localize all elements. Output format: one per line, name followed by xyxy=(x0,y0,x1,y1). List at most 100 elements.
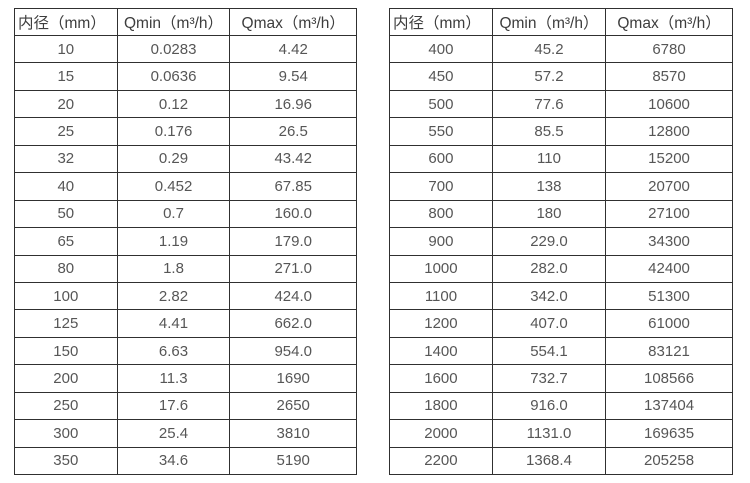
table-cell: 282.0 xyxy=(491,254,607,283)
table-cell: 0.0636 xyxy=(116,62,231,91)
table-cell: 16.96 xyxy=(229,89,357,119)
table-cell: 77.6 xyxy=(491,89,607,119)
table-row: 200 11.3 1690 xyxy=(14,364,357,393)
table-cell: 2650 xyxy=(229,391,357,421)
table-cell: 42400 xyxy=(605,254,733,283)
table-cell: 150 xyxy=(14,336,118,366)
table-cell: 1100 xyxy=(389,281,493,311)
table-cell: 600 xyxy=(389,144,493,174)
table-cell: 6780 xyxy=(605,34,733,64)
table-cell: 9.54 xyxy=(229,62,357,91)
table-cell: 700 xyxy=(389,172,493,201)
table-cell: 100 xyxy=(14,281,118,311)
table-cell: 954.0 xyxy=(229,336,357,366)
table-cell: 550 xyxy=(389,117,493,146)
table-cell: 20 xyxy=(14,89,118,119)
table-cell: 61000 xyxy=(605,309,733,338)
table-cell: 2.82 xyxy=(116,281,231,311)
table-cell: 200 xyxy=(14,364,118,393)
table-cell: 17.6 xyxy=(116,391,231,421)
header-inner-diameter: 内径（mm） xyxy=(14,8,118,36)
table-cell: 916.0 xyxy=(491,391,607,421)
table-cell: 34.6 xyxy=(116,446,231,476)
table-cell: 179.0 xyxy=(229,227,357,256)
table-cell: 300 xyxy=(14,419,118,448)
table-cell: 2200 xyxy=(389,446,493,476)
table-row: 600 110 15200 xyxy=(389,144,733,174)
table-row: 1600 732.7 108566 xyxy=(389,364,733,393)
table-cell: 205258 xyxy=(605,446,733,476)
table-cell: 43.42 xyxy=(229,144,357,174)
table-cell: 15200 xyxy=(605,144,733,174)
table-cell: 350 xyxy=(14,446,118,476)
flow-table-small-diameters: 内径（mm） Qmin（m³/h） Qmax（m³/h） 10 0.0283 4.4… xyxy=(14,8,357,476)
table-row: 1200 407.0 61000 xyxy=(389,309,733,338)
table-row: 25 0.176 26.5 xyxy=(14,117,357,146)
table-cell: 25 xyxy=(14,117,118,146)
table-cell: 6.63 xyxy=(116,336,231,366)
table-cell: 34300 xyxy=(605,227,733,256)
table-row: 80 1.8 271.0 xyxy=(14,254,357,283)
table-cell: 0.452 xyxy=(116,172,231,201)
table-row: 2000 1131.0 169635 xyxy=(389,419,733,448)
flow-table-large-diameters: 内径（mm） Qmin（m³/h） Qmax（m³/h） 400 45.2 6780… xyxy=(389,8,733,476)
table-row: 2200 1368.4 205258 xyxy=(389,446,733,476)
header-qmin: Qmin（m³/h） xyxy=(491,8,607,36)
table-body: 10 0.0283 4.42 15 0.0636 9.54 20 0.12 16.96 25 0.1… xyxy=(14,34,357,476)
table-cell: 0.7 xyxy=(116,199,231,229)
header-row: 内径（mm） Qmin（m³/h） Qmax（m³/h） xyxy=(389,8,733,36)
table-cell: 732.7 xyxy=(491,364,607,393)
table-cell: 1.19 xyxy=(116,227,231,256)
table-row: 900 229.0 34300 xyxy=(389,227,733,256)
table-cell: 1000 xyxy=(389,254,493,283)
table-row: 300 25.4 3810 xyxy=(14,419,357,448)
table-body: 400 45.2 6780 450 57.2 8570 500 77.6 10600 550 85.… xyxy=(389,34,733,476)
table-cell: 0.0283 xyxy=(116,34,231,64)
table-row: 400 45.2 6780 xyxy=(389,34,733,64)
table-cell: 32 xyxy=(14,144,118,174)
table-row: 450 57.2 8570 xyxy=(389,62,733,91)
table-cell: 169635 xyxy=(605,419,733,448)
table-cell: 0.176 xyxy=(116,117,231,146)
table-cell: 20700 xyxy=(605,172,733,201)
table-cell: 554.1 xyxy=(491,336,607,366)
table-row: 10 0.0283 4.42 xyxy=(14,34,357,64)
table-cell: 3810 xyxy=(229,419,357,448)
table-row: 20 0.12 16.96 xyxy=(14,89,357,119)
table-cell: 57.2 xyxy=(491,62,607,91)
header-qmin: Qmin（m³/h） xyxy=(116,8,231,36)
table-cell: 15 xyxy=(14,62,118,91)
table-row: 1000 282.0 42400 xyxy=(389,254,733,283)
table-cell: 1368.4 xyxy=(491,446,607,476)
header-inner-diameter: 内径（mm） xyxy=(389,8,493,36)
table-cell: 900 xyxy=(389,227,493,256)
table-cell: 2000 xyxy=(389,419,493,448)
table-cell: 229.0 xyxy=(491,227,607,256)
table-cell: 27100 xyxy=(605,199,733,229)
table-cell: 4.42 xyxy=(229,34,357,64)
table-row: 350 34.6 5190 xyxy=(14,446,357,476)
table-cell: 1.8 xyxy=(116,254,231,283)
table-row: 800 180 27100 xyxy=(389,199,733,229)
table-cell: 51300 xyxy=(605,281,733,311)
table-row: 550 85.5 12800 xyxy=(389,117,733,146)
table-cell: 160.0 xyxy=(229,199,357,229)
table-cell: 662.0 xyxy=(229,309,357,338)
table-cell: 12800 xyxy=(605,117,733,146)
table-row: 250 17.6 2650 xyxy=(14,391,357,421)
table-cell: 271.0 xyxy=(229,254,357,283)
table-cell: 800 xyxy=(389,199,493,229)
table-cell: 1200 xyxy=(389,309,493,338)
table-cell: 1800 xyxy=(389,391,493,421)
table-cell: 125 xyxy=(14,309,118,338)
table-cell: 500 xyxy=(389,89,493,119)
table-cell: 85.5 xyxy=(491,117,607,146)
table-cell: 83121 xyxy=(605,336,733,366)
table-row: 65 1.19 179.0 xyxy=(14,227,357,256)
table-cell: 110 xyxy=(491,144,607,174)
table-cell: 0.29 xyxy=(116,144,231,174)
table-cell: 11.3 xyxy=(116,364,231,393)
table-cell: 250 xyxy=(14,391,118,421)
table-row: 15 0.0636 9.54 xyxy=(14,62,357,91)
